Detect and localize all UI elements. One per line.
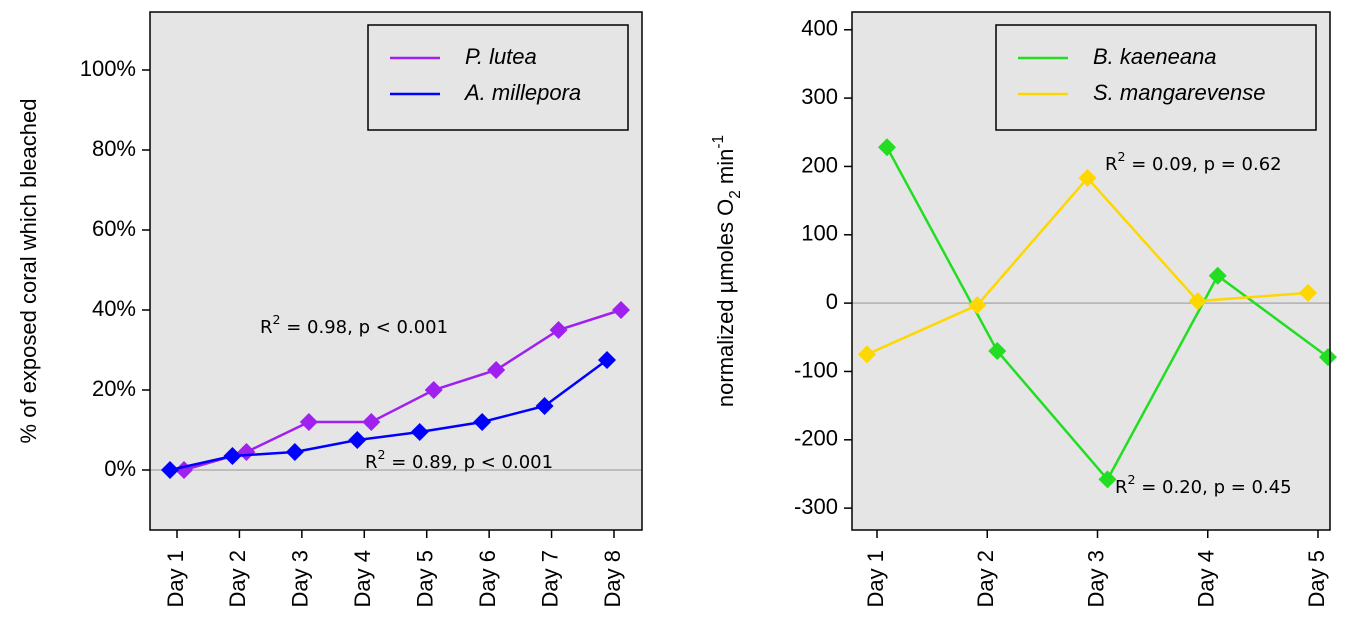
series-line (169, 358, 608, 472)
y-tick-label: 100 (801, 221, 838, 246)
annotation: R2 = 0.98, p < 0.001 (260, 312, 448, 338)
marker (535, 397, 554, 415)
text-part: min (713, 149, 738, 191)
y-tick-label: 100% (80, 56, 136, 81)
marker (487, 361, 506, 379)
y-tick-label: 0% (104, 456, 136, 481)
plot-border (851, 11, 1331, 531)
legend-box (995, 24, 1317, 131)
text-part: = 0.09, p = 0.62 (1126, 154, 1282, 175)
y-axis-label: normalized µmoles O2 min-1 (710, 135, 744, 407)
x-tick-label: Day 5 (413, 550, 438, 607)
text-part: 2 (1118, 149, 1126, 164)
y-tick-label: -100 (794, 357, 838, 382)
annotation: R2 = 0.89, p < 0.001 (365, 447, 553, 473)
text-part: = 0.98, p < 0.001 (281, 317, 449, 338)
legend-label: A. millepora (463, 80, 581, 105)
marker (612, 301, 630, 319)
text-part: R (1115, 477, 1128, 498)
text-part: 2 (273, 312, 281, 327)
x-tick-label: Day 7 (537, 550, 562, 607)
marker (424, 381, 443, 399)
y-tick-label: 20% (92, 376, 136, 401)
x-tick-label: Day 5 (1304, 550, 1329, 607)
text-part: 2 (378, 447, 386, 462)
y-tick-label: 400 (801, 16, 838, 41)
text-part: R (365, 452, 378, 473)
text-part: R (260, 317, 273, 338)
y-axis-label: % of exposed coral which bleached (16, 99, 41, 444)
annotation: R2 = 0.09, p = 0.62 (1105, 149, 1282, 175)
marker (1098, 470, 1117, 489)
y-tick-label: 0 (826, 289, 838, 314)
marker (1319, 348, 1337, 367)
x-tick-label: Day 3 (288, 550, 313, 607)
x-tick-label: Day 4 (1194, 550, 1219, 607)
series-line (183, 308, 622, 472)
marker (1078, 169, 1097, 188)
x-tick-label: Day 1 (163, 550, 188, 607)
x-tick-label: Day 1 (863, 550, 888, 607)
text-part: normalized µmoles O (713, 199, 738, 407)
legend-label: P. lutea (465, 44, 537, 69)
marker (285, 443, 304, 461)
marker (968, 296, 987, 315)
marker (161, 461, 179, 479)
marker (858, 345, 876, 364)
y-tick-label: 60% (92, 216, 136, 241)
marker (299, 413, 318, 431)
plot-border (149, 11, 643, 531)
text-part: 2 (727, 190, 744, 199)
y-tick-label: 40% (92, 296, 136, 321)
legend-label: S. mangarevense (1093, 80, 1265, 105)
text-part: = 0.89, p < 0.001 (386, 452, 554, 473)
marker (549, 321, 568, 339)
x-tick-label: Day 4 (350, 550, 375, 607)
text-part: % of exposed coral which bleached (16, 99, 41, 444)
text-part: = 0.20, p = 0.45 (1136, 477, 1292, 498)
x-tick-label: Day 8 (600, 550, 625, 607)
x-tick-label: Day 6 (475, 550, 500, 607)
y-tick-label: 200 (801, 152, 838, 177)
marker (348, 431, 367, 449)
x-tick-label: Day 2 (973, 550, 998, 607)
annotation: R2 = 0.20, p = 0.45 (1115, 472, 1292, 498)
marker (410, 423, 429, 441)
marker (1299, 283, 1317, 302)
marker (473, 413, 492, 431)
text-part: R (1105, 154, 1118, 175)
marker (362, 413, 381, 431)
text-part: -1 (710, 135, 727, 149)
marker (598, 351, 616, 369)
y-tick-label: 300 (801, 84, 838, 109)
marker (1188, 292, 1207, 311)
x-tick-label: Day 3 (1083, 550, 1108, 607)
x-tick-label: Day 2 (225, 550, 250, 607)
y-tick-label: -200 (794, 426, 838, 451)
panel: 0% 20% 40% 60% 80% 100% Day 1 Day 2 Day 3 Day 4 Da… (16, 11, 643, 607)
marker (988, 341, 1007, 360)
marker (1208, 266, 1227, 285)
y-tick-label: -300 (794, 494, 838, 519)
y-tick-label: 80% (92, 136, 136, 161)
marker (223, 447, 242, 465)
panel: -300 -200 -100 0 100 200 300 400 Day 1 Day 2 Day 3… (710, 11, 1337, 607)
marker (878, 138, 896, 157)
legend-label: B. kaeneana (1093, 44, 1217, 69)
legend-box (367, 24, 629, 131)
text-part: 2 (1128, 472, 1136, 487)
